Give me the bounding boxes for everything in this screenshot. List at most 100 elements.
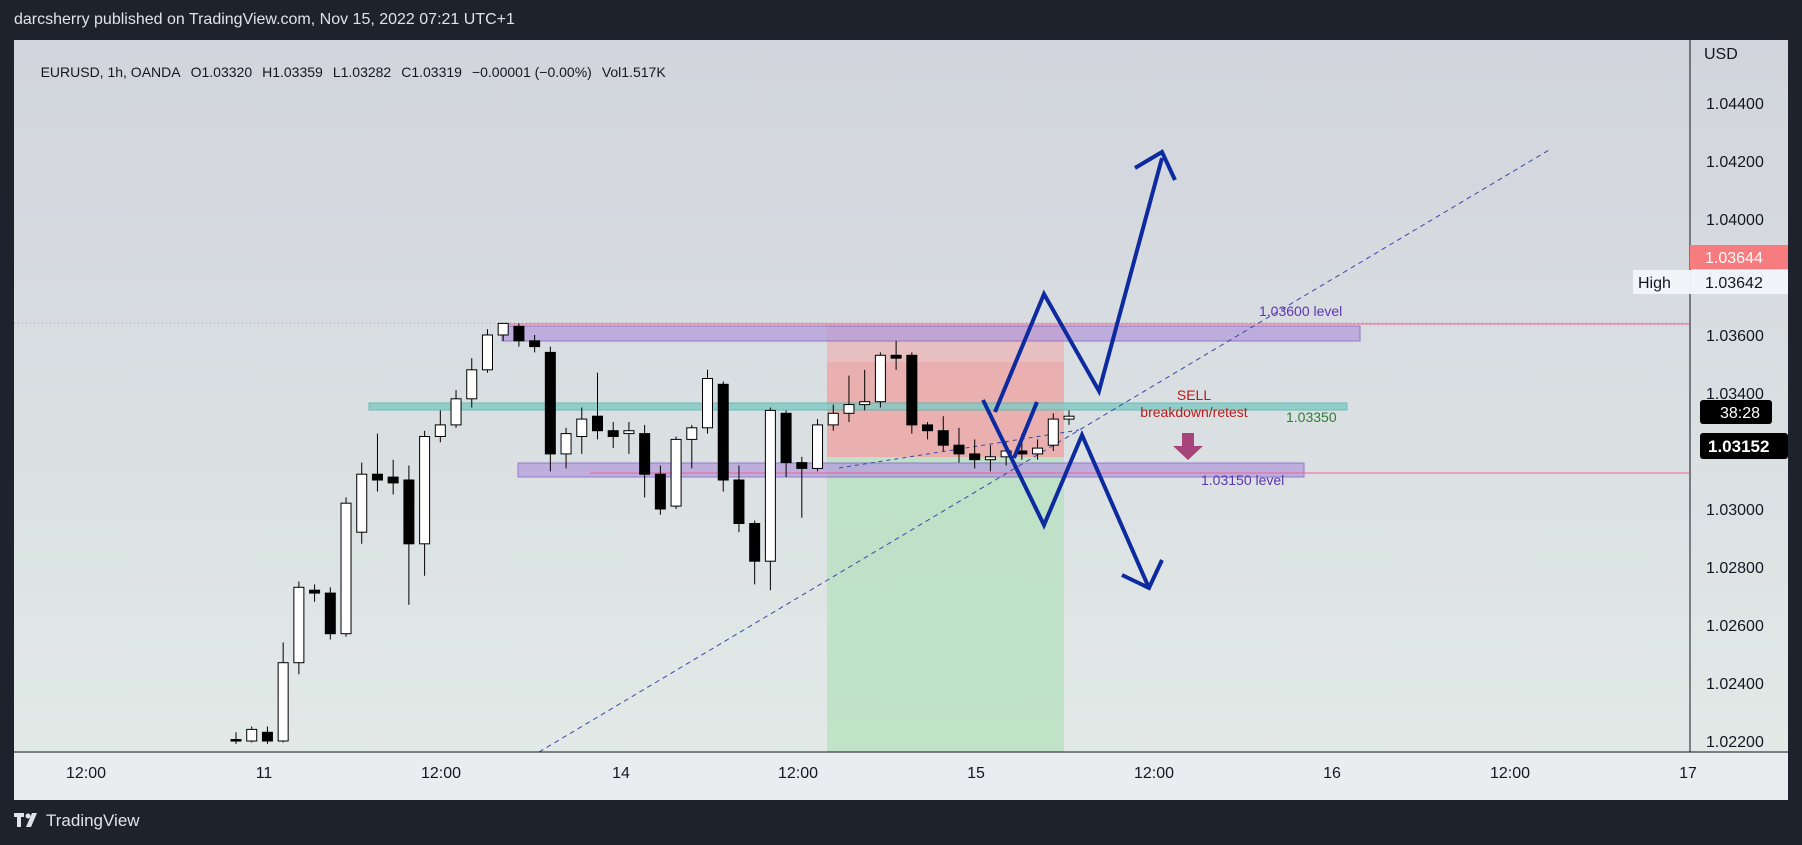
projection-up-arrowhead: [1133, 149, 1177, 181]
candle-up[interactable]: [984, 456, 996, 461]
label-level-upper: 1.03600 level: [1259, 303, 1342, 319]
price-tick-label: 1.02600: [1706, 618, 1764, 635]
legend-low: L1.03282: [332, 64, 392, 80]
candle-up[interactable]: [576, 418, 588, 438]
candle-up[interactable]: [874, 354, 886, 403]
price-tick-label: 1.02200: [1706, 734, 1764, 751]
candle-down[interactable]: [922, 424, 934, 432]
legend-high: H1.03359: [262, 64, 323, 80]
price-tick-label: 1.03600: [1706, 328, 1764, 345]
time-tick-label: 12:00: [1134, 765, 1174, 782]
chart-legend: EURUSD, 1h, OANDA O1.03320 H1.03359 L1.0328…: [25, 48, 676, 96]
candle-up[interactable]: [812, 424, 824, 469]
tag-countdown-value: 38:28: [1720, 405, 1760, 422]
legend-close: C1.03319: [401, 64, 462, 80]
projection-start: [1012, 401, 1039, 459]
time-tick-label: 12:00: [778, 765, 818, 782]
sell-arrow-icon: [1173, 433, 1203, 460]
price-tick-label: 1.03000: [1706, 502, 1764, 519]
tradingview-logo-icon: [14, 813, 37, 827]
candle-down[interactable]: [591, 415, 603, 432]
candle-down[interactable]: [371, 473, 383, 481]
candle-down[interactable]: [796, 462, 808, 469]
candle-down[interactable]: [529, 340, 541, 348]
candle-up[interactable]: [859, 401, 871, 406]
candle-down[interactable]: [717, 383, 729, 481]
publish-info: darcsherry published on TradingView.com,…: [14, 11, 515, 28]
candle-down[interactable]: [387, 476, 399, 484]
candle-down[interactable]: [733, 479, 745, 524]
tag-high-value: 1.03644: [1705, 250, 1763, 267]
price-scale-currency[interactable]: USD: [1704, 46, 1738, 63]
reward-zone: [827, 457, 1064, 752]
candle-up[interactable]: [1047, 418, 1059, 446]
zone-upper-1.03600: [501, 325, 1361, 342]
projection-down-arrowhead: [1121, 559, 1164, 591]
candle-down[interactable]: [890, 354, 902, 359]
tradingview-brand-text: TradingView: [46, 811, 140, 830]
tag-last-value: 1.03152: [1708, 437, 1769, 456]
time-tick-label: 11: [256, 765, 273, 782]
tag-high-line-value: 1.03642: [1705, 275, 1763, 292]
candle-down[interactable]: [953, 444, 965, 455]
candle-down[interactable]: [403, 479, 415, 545]
tag-countdown[interactable]: [1700, 400, 1772, 424]
candle-down[interactable]: [513, 325, 525, 342]
price-tick-label: 1.04400: [1706, 96, 1764, 113]
projection-down-path: [981, 399, 1151, 589]
candle-down[interactable]: [937, 430, 949, 446]
candle-up[interactable]: [277, 662, 289, 742]
chart-canvas[interactable]: 1.03600 level 1.03150 level SELLbreakdown/…: [14, 40, 1788, 800]
candle-down[interactable]: [324, 592, 336, 635]
candle-up[interactable]: [1063, 415, 1075, 420]
candle-up[interactable]: [293, 586, 305, 664]
tag-high[interactable]: [1690, 245, 1788, 269]
label-breakdown: breakdown/retest: [1140, 404, 1248, 420]
candle-up[interactable]: [702, 378, 714, 429]
projection-up-path: [993, 157, 1164, 413]
candle-down[interactable]: [309, 589, 321, 594]
candle-down[interactable]: [544, 351, 556, 455]
candle-up[interactable]: [497, 322, 509, 336]
candle-up[interactable]: [686, 427, 698, 440]
candle-down[interactable]: [906, 354, 918, 426]
candle-down[interactable]: [607, 430, 619, 438]
tradingview-brand[interactable]: TradingView: [14, 811, 140, 831]
candle-up[interactable]: [450, 398, 462, 426]
candle-up[interactable]: [340, 502, 352, 635]
candle-up[interactable]: [560, 433, 572, 455]
tag-high-line[interactable]: [1633, 270, 1788, 294]
publish-header: darcsherry published on TradingView.com,…: [0, 0, 1802, 40]
candle-up[interactable]: [356, 473, 368, 533]
time-tick-label: 17: [1679, 765, 1697, 782]
candle-up[interactable]: [670, 438, 682, 507]
label-level-mid: 1.03350: [1286, 409, 1337, 425]
candle-down[interactable]: [230, 739, 242, 742]
candle-up[interactable]: [827, 412, 839, 426]
candle-up[interactable]: [623, 430, 635, 435]
price-tick-label: 1.04000: [1706, 212, 1764, 229]
chart-container[interactable]: 1.03600 level 1.03150 level SELL breakdown/…: [14, 40, 1788, 800]
tag-high-line-label: High: [1638, 275, 1671, 292]
tag-last-price[interactable]: [1700, 433, 1788, 459]
candle-up[interactable]: [434, 424, 446, 437]
legend-open: O1.03320: [190, 64, 253, 80]
candle-up[interactable]: [843, 404, 855, 414]
candle-up[interactable]: [764, 409, 776, 562]
candle-down[interactable]: [261, 731, 273, 742]
time-tick-label: 14: [612, 765, 630, 782]
time-tick-label: 12:00: [66, 765, 106, 782]
legend-symbol[interactable]: EURUSD, 1h, OANDA: [40, 64, 181, 80]
candle-up[interactable]: [466, 369, 478, 400]
candle-down[interactable]: [969, 453, 981, 461]
candle-up[interactable]: [1032, 447, 1044, 455]
candle-down[interactable]: [749, 523, 761, 562]
candle-down[interactable]: [780, 412, 792, 464]
candle-up[interactable]: [246, 728, 258, 742]
candle-up[interactable]: [481, 334, 493, 371]
candle-up[interactable]: [419, 436, 431, 545]
candle-down[interactable]: [639, 433, 651, 475]
time-tick-label: 16: [1323, 765, 1341, 782]
candle-down[interactable]: [654, 473, 666, 510]
time-tick-label: 12:00: [1490, 765, 1530, 782]
